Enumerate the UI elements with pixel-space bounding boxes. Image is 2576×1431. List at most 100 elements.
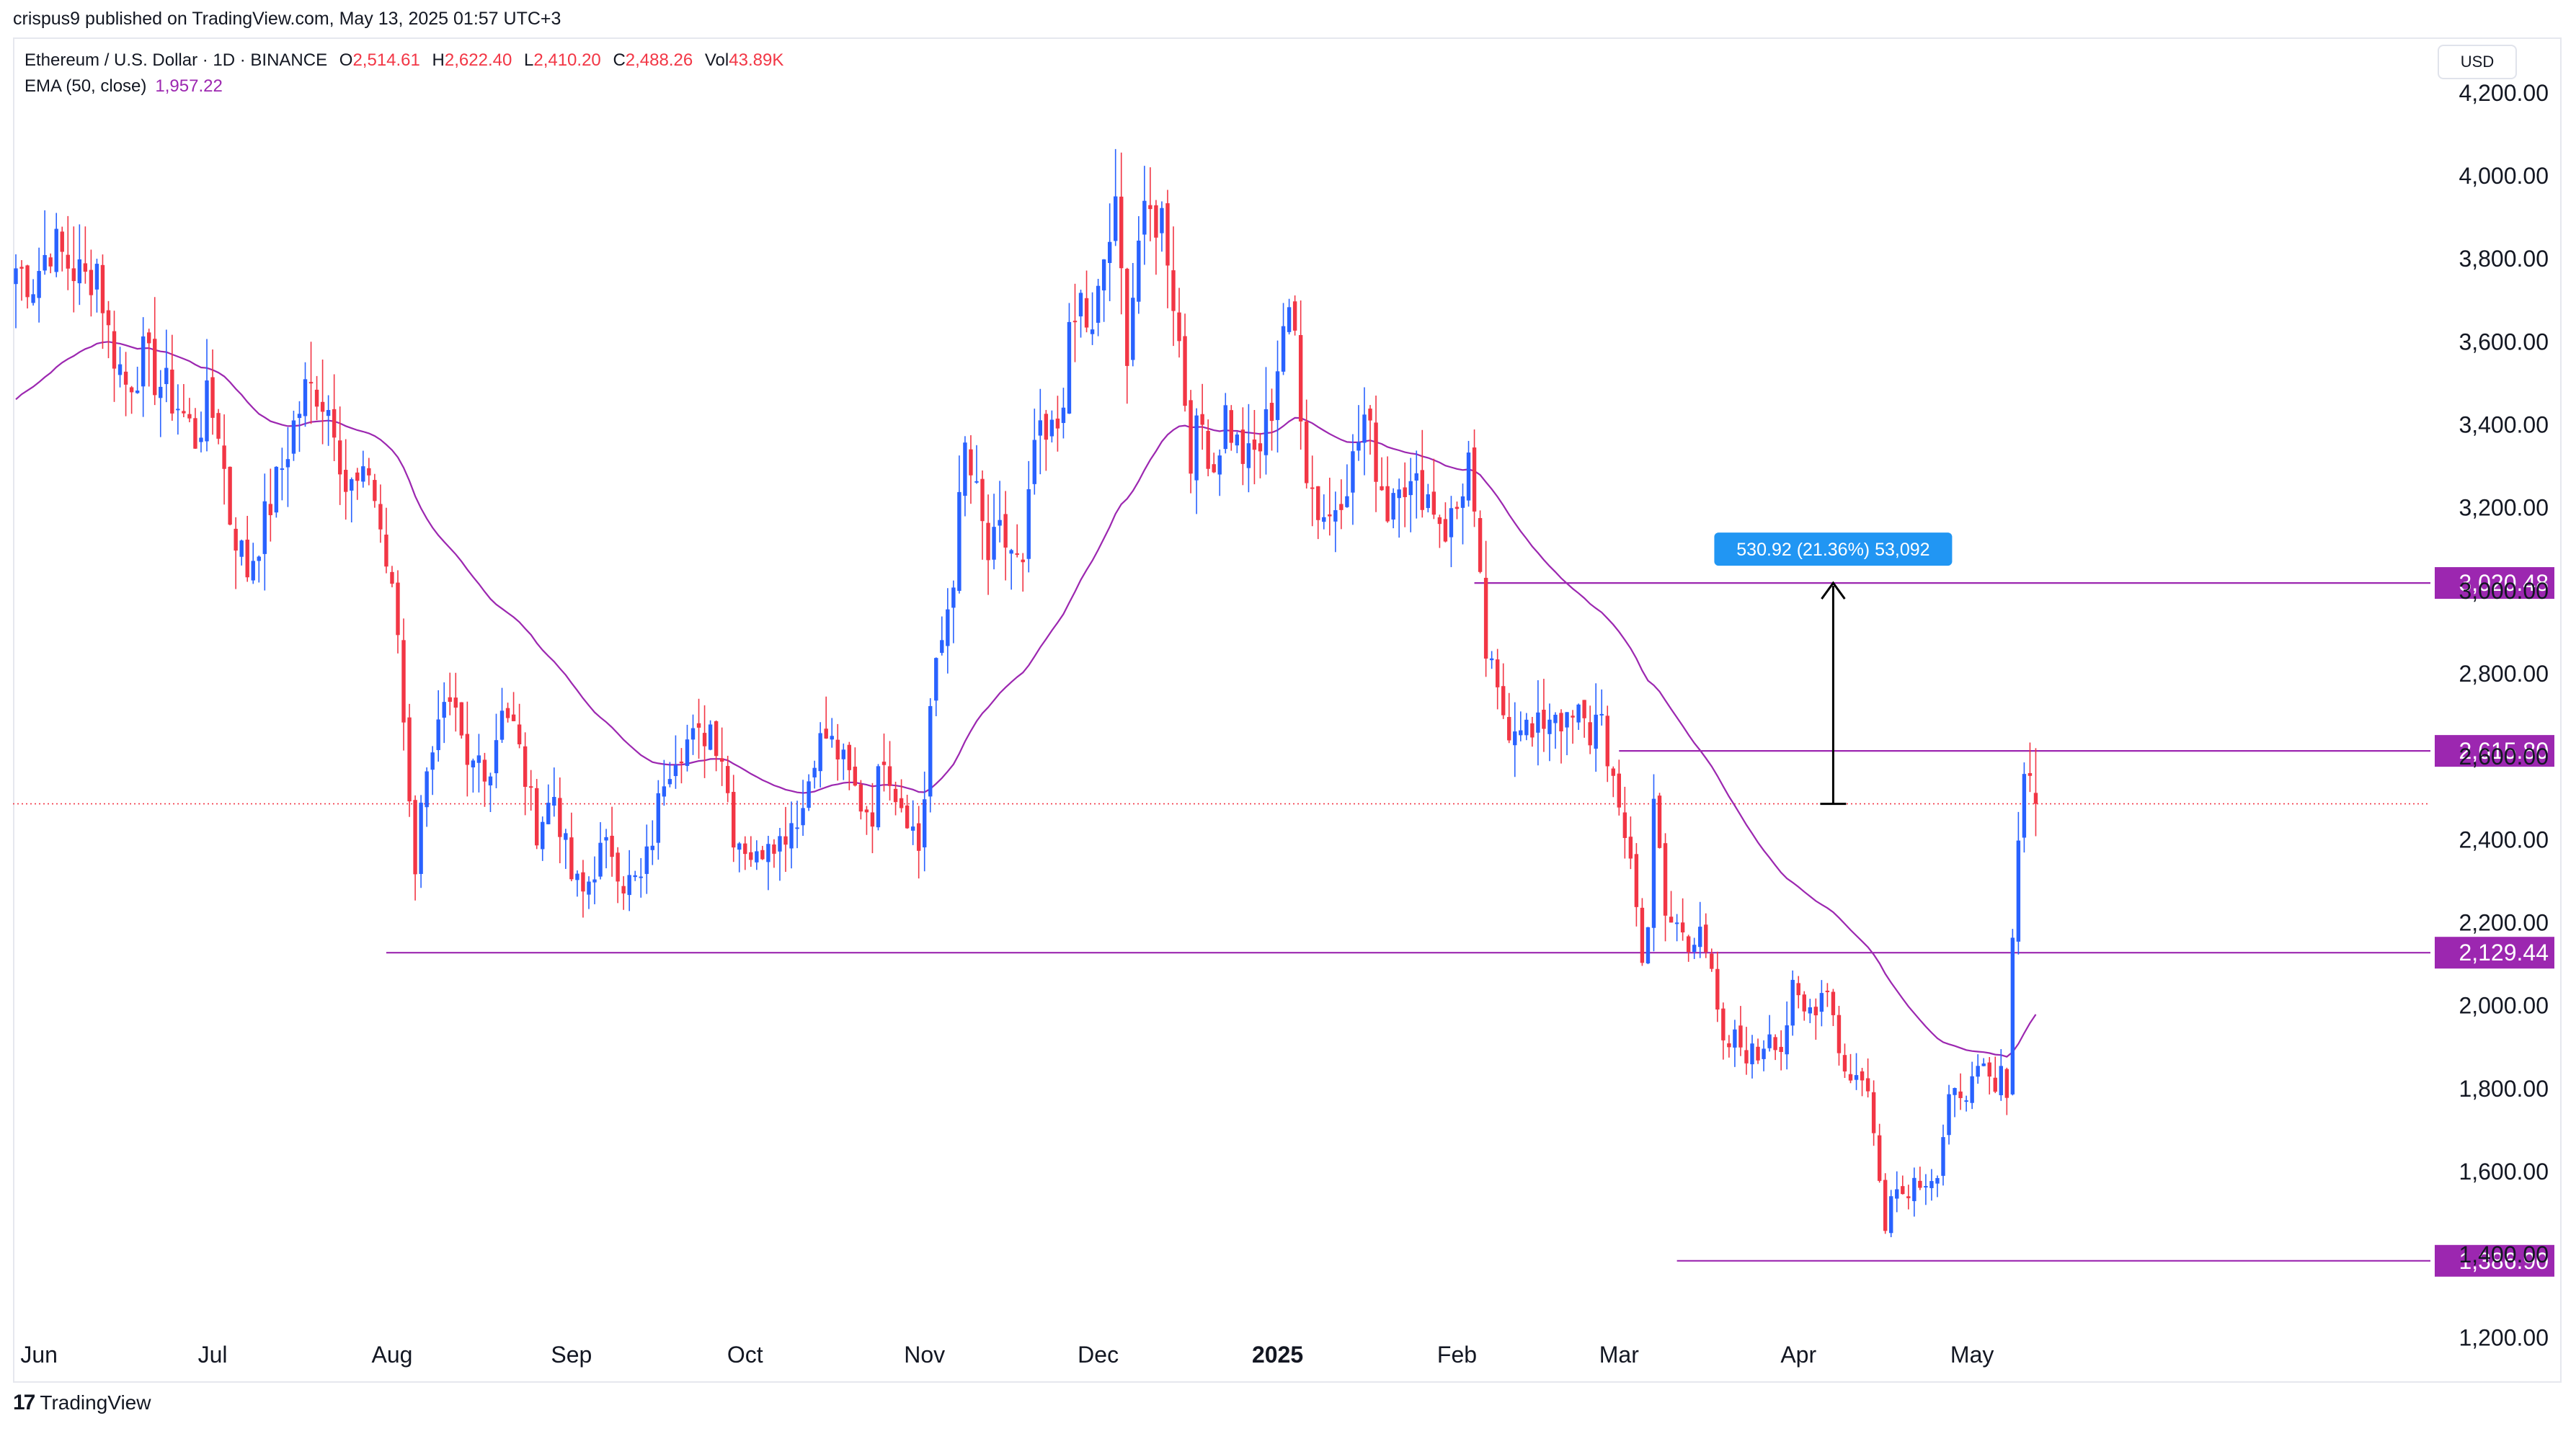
close-value: 2,488.26 [625, 50, 693, 70]
candle-body [1565, 712, 1569, 728]
candle-body [963, 442, 967, 496]
candle [1200, 383, 1204, 450]
candle-body [1223, 405, 1227, 450]
candle-body [881, 762, 887, 765]
candle [1993, 1056, 1997, 1094]
candle [835, 723, 840, 781]
candle-body [592, 879, 597, 883]
candle-body [373, 480, 377, 501]
candle [1223, 393, 1227, 454]
candle-body [511, 714, 516, 721]
candle [760, 845, 765, 860]
candle-body [702, 733, 707, 746]
candle-body [1779, 1046, 1783, 1052]
candle-body [239, 540, 244, 557]
candle [48, 253, 53, 274]
candle-body [1281, 326, 1286, 372]
candle [702, 705, 707, 778]
candle [743, 836, 747, 870]
candle [1622, 786, 1627, 859]
candle-body [1397, 489, 1401, 499]
candle-body [25, 265, 30, 298]
candle [755, 840, 759, 870]
candle [1460, 483, 1465, 545]
candle-body [1119, 196, 1124, 269]
candle-body [1808, 1007, 1812, 1014]
candle-body [1530, 723, 1535, 738]
candle-body [1993, 1077, 1997, 1092]
candle [94, 259, 99, 313]
candle-body [1576, 704, 1581, 723]
candle-body [969, 449, 973, 476]
candle-body [1489, 658, 1494, 661]
candle-body [899, 798, 904, 808]
symbol-label[interactable]: Ethereum / U.S. Dollar · 1D · BINANCE [25, 50, 328, 70]
candle [1096, 278, 1101, 336]
candle [858, 780, 863, 820]
candle [1976, 1054, 1980, 1084]
candle-body [1918, 1180, 1922, 1188]
candle [714, 720, 719, 772]
candle-body [326, 410, 331, 416]
candle-body [1403, 487, 1407, 497]
x-tick-label: Oct [727, 1342, 763, 1368]
candle-body [1513, 731, 1517, 746]
candle [992, 494, 996, 570]
candle [100, 254, 105, 349]
candle [1519, 711, 1523, 741]
y-tick-label: 1,400.00 [2459, 1241, 2549, 1267]
candle-body [430, 752, 435, 770]
candle-body [928, 705, 933, 797]
candle-body [1674, 922, 1679, 924]
candle [350, 477, 354, 523]
candle-body [650, 845, 654, 850]
candle-body [112, 331, 117, 369]
candle [1871, 1080, 1876, 1146]
ema-layer [15, 341, 2037, 1058]
candle-body [1634, 854, 1639, 907]
candle [1901, 1175, 1905, 1195]
candle [71, 226, 76, 313]
candle [401, 618, 406, 751]
ohlc-row: Ethereum / U.S. Dollar · 1D · BINANCE O2… [25, 48, 783, 73]
candle-body [1710, 953, 1714, 969]
candle [1802, 991, 1806, 1021]
candle-body [1617, 773, 1622, 808]
candle-body [737, 843, 742, 850]
candle-body [807, 781, 811, 808]
candle-body [1078, 293, 1083, 317]
candle [123, 352, 128, 416]
candle [476, 734, 481, 793]
low-value: 2,410.20 [533, 50, 601, 70]
ema-label[interactable]: EMA (50, close) [25, 76, 147, 96]
candle [297, 401, 302, 453]
candle-body [1738, 1025, 1743, 1048]
candle [187, 398, 192, 423]
candle [182, 384, 186, 418]
candle-body [1912, 1177, 1917, 1201]
candle [1107, 203, 1112, 302]
candle [644, 824, 649, 894]
candle [732, 775, 736, 862]
candle-body [673, 764, 678, 777]
footer-brand[interactable]: 17 TradingView [13, 1391, 151, 1415]
candle-body [344, 470, 348, 492]
candle-body [1246, 443, 1251, 468]
candle-body [708, 724, 713, 750]
candle-body [1229, 410, 1233, 443]
candle-body [598, 842, 603, 877]
candle-body [384, 534, 388, 567]
candle [564, 829, 568, 869]
candle-body [755, 851, 759, 862]
candle [1351, 434, 1355, 525]
candle-body [1368, 409, 1372, 421]
candle-body [1542, 709, 1546, 729]
currency-button[interactable]: USD [2438, 45, 2517, 79]
candle-body [1009, 550, 1013, 554]
candle [766, 836, 770, 891]
candle [245, 515, 249, 582]
candle-body [656, 793, 661, 843]
candle [1970, 1061, 1974, 1110]
candle-body [1038, 420, 1043, 436]
